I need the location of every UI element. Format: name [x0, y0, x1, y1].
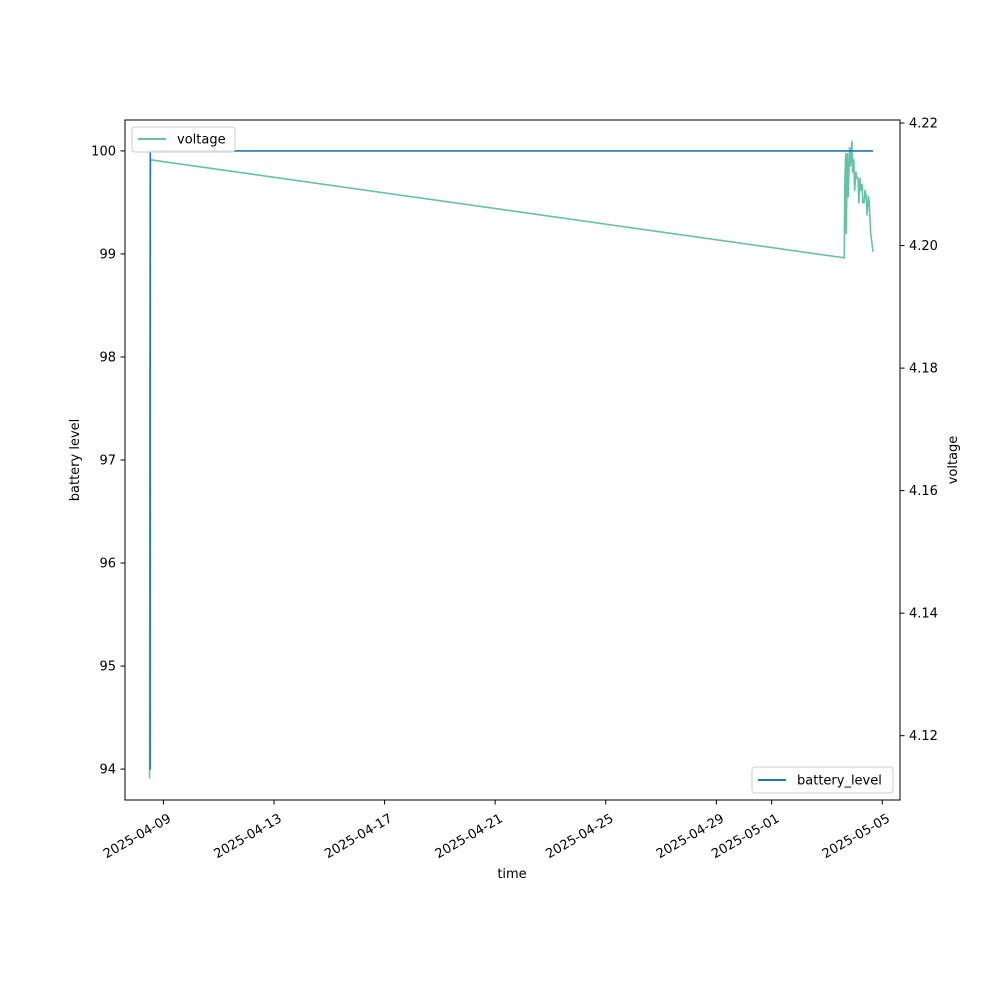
- legend-battery-level-label: battery_level: [797, 774, 882, 789]
- x-tick-label-0: 2025-04-09: [101, 811, 174, 862]
- legend-voltage-label: voltage: [177, 133, 226, 148]
- x-tick-label-1: 2025-04-13: [212, 811, 285, 862]
- y-left-axis-label: battery level: [68, 419, 83, 502]
- y-left-tick-label-6: 100: [91, 144, 116, 159]
- y-left-tick-label-4: 98: [99, 350, 116, 365]
- y-right-tick-label-3: 4.18: [909, 362, 938, 377]
- x-tick-label-7: 2025-05-05: [820, 811, 893, 862]
- y-left-tick-label-1: 95: [99, 660, 116, 675]
- y-right-tick-label-4: 4.20: [909, 239, 938, 254]
- legend-battery-level: battery_level: [751, 766, 894, 794]
- y-left-axis-ticks: 94 95 96 97 98 99 100: [91, 144, 125, 778]
- y-left-tick-label-5: 99: [99, 247, 116, 262]
- y-left-tick-label-0: 94: [99, 763, 116, 778]
- series-line-voltage: [148, 140, 874, 779]
- y-left-tick-label-2: 96: [99, 557, 116, 572]
- y-left-tick-label-3: 97: [99, 454, 116, 469]
- y-right-tick-label-1: 4.14: [909, 607, 938, 622]
- legend-battery-level-box: [751, 766, 894, 794]
- x-tick-label-4: 2025-04-25: [543, 811, 616, 862]
- x-tick-label-3: 2025-04-21: [433, 811, 506, 862]
- y-right-axis-label: voltage: [946, 436, 961, 485]
- x-axis-ticks: 2025-04-09 2025-04-13 2025-04-17 2025-04-21…: [101, 800, 893, 862]
- x-axis-label: time: [497, 867, 526, 882]
- series-lines: [148, 140, 874, 779]
- legend-voltage-box: [131, 126, 236, 153]
- plot-frame: [124, 119, 901, 801]
- legend-voltage: voltage: [131, 126, 236, 153]
- series-line-battery-level: [149, 150, 874, 770]
- y-right-tick-label-2: 4.16: [909, 484, 938, 499]
- y-right-axis-ticks: 4.12 4.14 4.16 4.18 4.20 4.22: [900, 117, 938, 744]
- x-tick-label-2: 2025-04-17: [322, 811, 395, 862]
- y-right-tick-label-0: 4.12: [909, 729, 938, 744]
- y-right-tick-label-5: 4.22: [909, 117, 938, 132]
